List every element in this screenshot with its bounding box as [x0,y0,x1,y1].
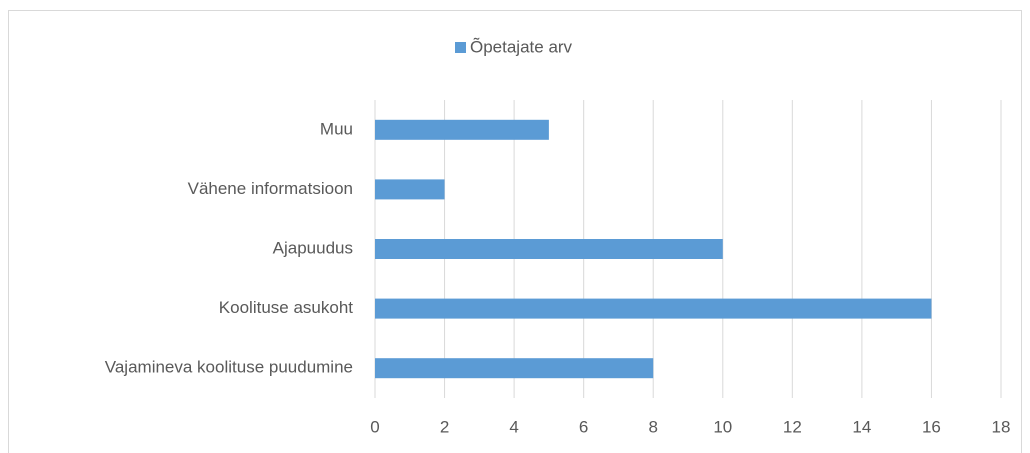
y-tick-label: Vajamineva koolituse puudumine [105,358,353,377]
chart-border [8,10,1022,453]
bar [375,179,445,200]
bar [375,239,723,259]
x-tick-label: 16 [922,417,941,436]
y-tick-label: Ajapuudus [273,238,353,257]
legend-swatch [455,42,466,53]
x-tick-label: 4 [509,417,518,436]
x-tick-label: 2 [440,417,449,436]
x-tick-label: 12 [783,417,802,436]
bar [375,119,549,140]
x-tick-label: 10 [713,417,732,436]
x-tick-label: 14 [852,417,871,436]
x-tick-label: 18 [992,417,1011,436]
x-tick-label: 8 [648,417,657,436]
legend-label: Õpetajate arv [470,37,573,56]
x-tick-label: 0 [370,417,379,436]
y-tick-label: Vähene informatsioon [188,179,353,198]
y-tick-label: Muu [320,119,353,138]
bar [375,298,932,319]
bar [375,358,654,379]
y-tick-label: Koolituse asukoht [219,298,353,317]
x-tick-label: 6 [579,417,588,436]
